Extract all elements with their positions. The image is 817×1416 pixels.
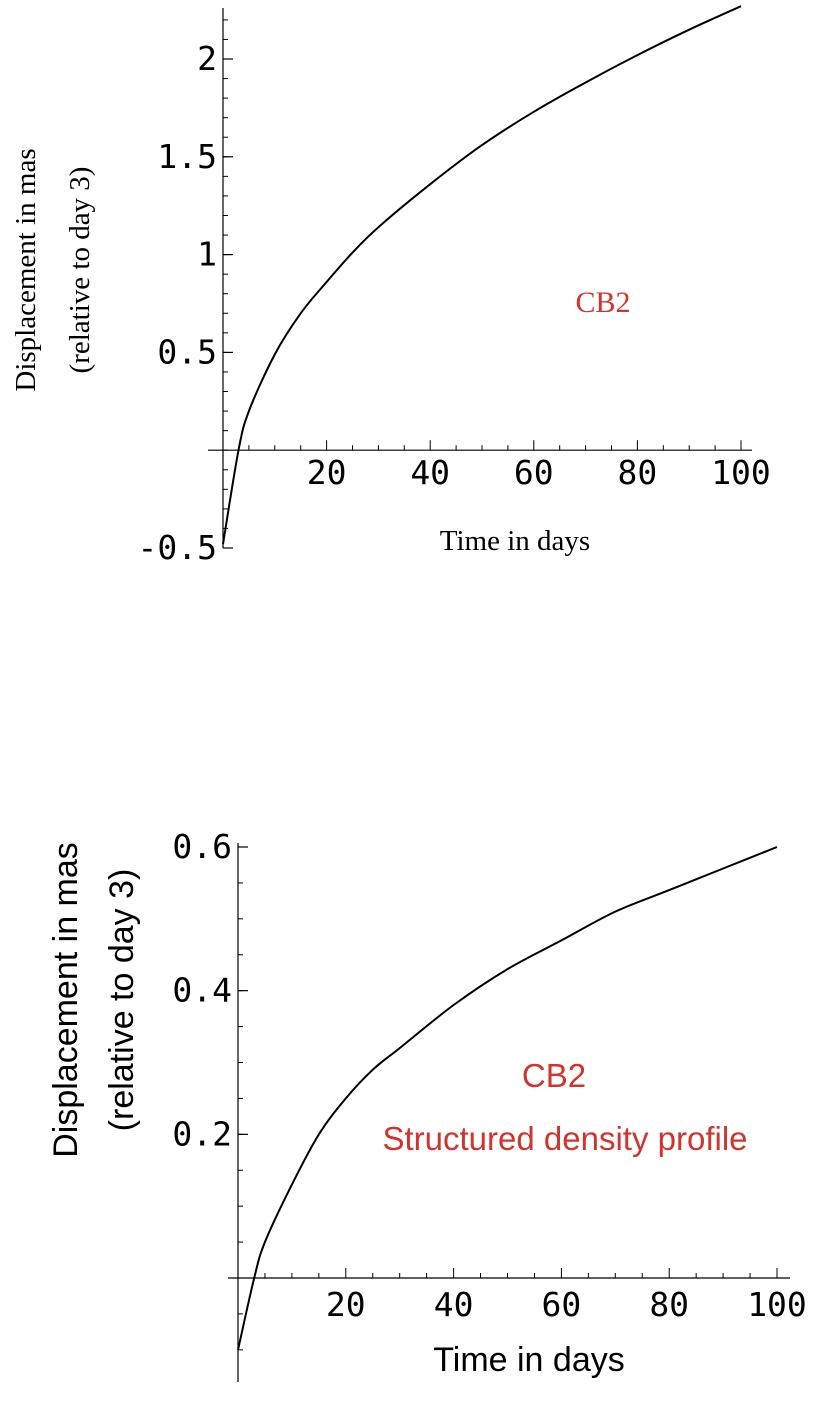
top-tick-labels: 20 40 60 80 100 -0.5 0.5 1 1.5 2 — [138, 39, 771, 567]
y-tick-label: 0.5 — [157, 332, 217, 371]
x-tick-label: 20 — [326, 1285, 366, 1324]
bottom-y-axis-title: Displacement in mas — [47, 842, 85, 1158]
bottom-series-line — [237, 846, 778, 1351]
bottom-annotation-cb2: CB2 — [522, 1057, 586, 1094]
x-tick-label: 100 — [711, 453, 771, 492]
bottom-tick-labels: 20 40 60 80 100 0.2 0.4 0.6 — [172, 827, 806, 1324]
bottom-axes — [228, 843, 790, 1382]
top-y-axis-title: Displacement in mas — [10, 148, 42, 391]
y-tick-label: 2 — [197, 39, 217, 78]
x-tick-label: 40 — [410, 453, 450, 492]
top-y-axis-subtitle: (relative to day 3) — [64, 167, 96, 374]
chart-top: 20 40 60 80 100 -0.5 0.5 1 1.5 2 Time in days Dis… — [10, 5, 771, 567]
y-tick-label: 0.4 — [172, 971, 232, 1010]
top-series-line — [222, 5, 742, 545]
y-tick-label: 1.5 — [157, 137, 217, 176]
x-tick-label: 60 — [514, 453, 554, 492]
x-tick-label: 80 — [618, 453, 658, 492]
bottom-ticks — [238, 846, 778, 1351]
x-tick-label: 80 — [649, 1285, 689, 1324]
chart-bottom: 20 40 60 80 100 0.2 0.4 0.6 Time in days Displa… — [47, 827, 807, 1382]
x-tick-label: 20 — [307, 453, 347, 492]
x-tick-label: 60 — [542, 1285, 582, 1324]
bottom-x-axis-title: Time in days — [433, 1341, 624, 1379]
top-axes — [208, 8, 752, 548]
bottom-y-axis-subtitle: (relative to day 3) — [103, 869, 141, 1132]
y-tick-label: 0.6 — [172, 827, 232, 866]
y-tick-label: 1 — [197, 235, 217, 274]
x-tick-label: 100 — [747, 1285, 807, 1324]
bottom-annotation-profile: Structured density profile — [382, 1120, 747, 1157]
y-tick-label: 0.2 — [172, 1114, 232, 1153]
top-annotation-cb2: CB2 — [575, 286, 630, 319]
top-ticks — [223, 19, 742, 549]
x-tick-label: 40 — [434, 1285, 474, 1324]
y-tick-label: -0.5 — [138, 528, 217, 567]
top-x-axis-title: Time in days — [440, 525, 590, 557]
